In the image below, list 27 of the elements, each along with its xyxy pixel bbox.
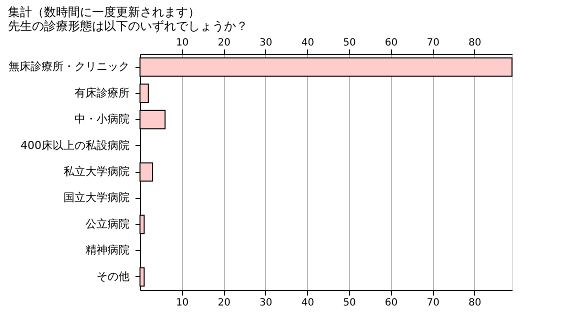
y-tick-label: 精神病院 [86, 244, 130, 257]
x2-tick-label: 10 [176, 298, 189, 308]
x2-tick-label: 20 [218, 298, 230, 308]
x2-tick-label: 70 [426, 298, 440, 308]
y-tick-label: 国立大学病院 [64, 191, 130, 204]
x-tick-label: 40 [301, 38, 314, 48]
y-tick-label: その他 [96, 270, 130, 283]
x2-tick-label: 40 [301, 298, 314, 308]
y-tick-label: 私立大学病院 [64, 165, 130, 178]
x-tick-label: 30 [260, 38, 272, 48]
x-tick-label: 10 [176, 38, 189, 48]
x-tick-label: 80 [468, 38, 482, 48]
x-tick-label: 50 [343, 38, 356, 48]
y-tick-label: 中・小病院 [74, 112, 130, 126]
x2-tick-label: 30 [260, 298, 272, 308]
x-tick-label: 60 [384, 38, 398, 48]
chart-subtitle: 先生の診療形態は以下のいずれでしょうか？ [8, 19, 248, 33]
y-tick-label: 無床診療所・クリニック [8, 60, 130, 74]
x2-tick-label: 60 [384, 298, 398, 308]
y-tick-label: 有床診療所 [74, 86, 130, 100]
y-tick-label: 400床以上の私設病院 [20, 138, 130, 152]
chart-title: 集計（数時間に一度更新されます） [8, 5, 200, 19]
x-tick-label: 70 [426, 38, 440, 48]
x-tick-label: 20 [218, 38, 230, 48]
y-tick-label: 公立病院 [86, 217, 130, 230]
x2-tick-label: 80 [468, 298, 482, 308]
x2-tick-label: 50 [343, 298, 356, 308]
